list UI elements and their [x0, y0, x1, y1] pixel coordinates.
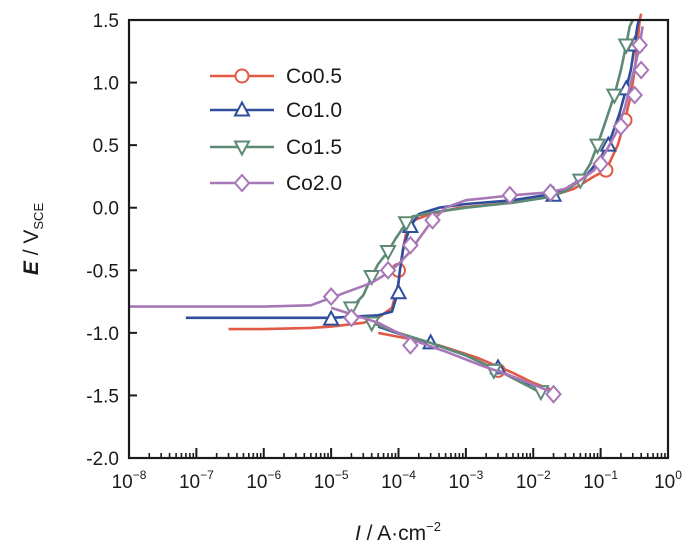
x-tick-label: 10−6 [246, 468, 281, 493]
x-axis-label-sup: −2 [426, 519, 441, 534]
plot-series [129, 13, 650, 404]
x-tick-label-exp: −3 [470, 468, 484, 482]
x-tick-label-exp: −1 [604, 468, 618, 482]
y-tick-label: 0.0 [93, 199, 119, 220]
x-tick-label-exp: −5 [335, 468, 349, 482]
x-tick-label-base: 10 [112, 472, 133, 493]
x-tick-label-base: 10 [314, 472, 335, 493]
data-point [626, 85, 643, 105]
y-tick-label: 1.5 [93, 11, 119, 32]
x-tick-label-base: 10 [246, 472, 267, 493]
series-co2-0 [129, 26, 650, 404]
data-point [397, 216, 415, 233]
x-tick-label-exp: 0 [675, 468, 682, 482]
data-point [612, 116, 630, 136]
data-point [379, 260, 397, 280]
legend-marker [233, 100, 251, 117]
y-tick-label: -1.5 [86, 386, 119, 407]
x-tick-label-base: 10 [583, 472, 604, 493]
y-axis-label-sub: SCE [31, 203, 46, 230]
data-point [322, 287, 340, 307]
series-co1-5 [342, 19, 635, 402]
plot-frame [127, 18, 670, 460]
legend-label: Co0.5 [286, 65, 342, 88]
data-point [545, 384, 562, 404]
legend-item: Co0.5 [210, 65, 342, 88]
y-tick-label: -2.0 [86, 449, 119, 470]
x-tick-label: 10−3 [448, 468, 483, 493]
x-tick-label: 10−8 [112, 468, 147, 493]
data-point [424, 210, 441, 230]
legend-label: Co1.0 [286, 99, 342, 122]
series-line-cathodic [330, 306, 554, 395]
legend-marker [234, 68, 250, 84]
legend-item: Co1.5 [210, 136, 342, 159]
legend: Co0.5 Co1.0 Co1.5 Co2.0 [210, 65, 342, 195]
x-tick-label: 100 [654, 468, 682, 493]
legend-label: Co1.5 [286, 136, 342, 159]
data-point [389, 283, 408, 300]
x-axis-label-unit: / A·cm [361, 522, 426, 545]
legend-label: Co2.0 [286, 172, 342, 195]
legend-item: Co1.0 [210, 99, 342, 122]
x-tick-label: 10−1 [583, 468, 618, 493]
x-tick-label: 10−2 [516, 468, 551, 493]
x-tick-label-base: 10 [179, 472, 200, 493]
data-point [588, 138, 607, 155]
data-point [501, 185, 519, 205]
y-axis-label-unit: / V [20, 230, 43, 262]
data-point [592, 154, 609, 174]
x-tick-label-exp: −4 [402, 468, 416, 482]
y-tick-label: 1.0 [93, 74, 119, 95]
data-point [605, 88, 624, 105]
x-axis-label-var: I [355, 522, 361, 545]
data-point [402, 235, 419, 255]
x-tick-label-base: 10 [448, 472, 469, 493]
y-axis-ticks: -2.0 -1.5 -1.0 -0.5 0.0 0.5 1.0 1.5 [86, 11, 137, 470]
data-point [617, 38, 635, 55]
x-tick-label-exp: −8 [133, 468, 147, 482]
data-point [343, 308, 360, 328]
x-tick-label-base: 10 [516, 472, 537, 493]
data-point [631, 35, 649, 55]
x-tick-label-base: 10 [381, 472, 402, 493]
y-tick-label: -0.5 [86, 261, 119, 282]
data-point [599, 135, 617, 152]
data-point [379, 245, 397, 262]
legend-marker [233, 173, 251, 193]
x-tick-label-exp: −6 [267, 468, 281, 482]
x-tick-label-base: 10 [654, 472, 675, 493]
data-point [402, 335, 419, 355]
legend-item: Co2.0 [210, 172, 342, 195]
legend-marker [233, 140, 251, 157]
y-axis-label: E / VSCE [20, 203, 46, 276]
y-tick-label: -1.0 [86, 324, 119, 345]
x-tick-label-exp: −7 [200, 468, 214, 482]
series-line-anodic [350, 19, 634, 309]
y-tick-label: 0.5 [93, 136, 119, 157]
x-tick-label: 10−4 [381, 468, 416, 493]
x-tick-label-exp: −2 [537, 468, 551, 482]
data-point [632, 60, 650, 80]
data-point [363, 270, 381, 287]
x-tick-label: 10−5 [314, 468, 349, 493]
x-axis-ticks: 10−8 10−7 10−6 10−5 10−4 10−3 10−2 10−1 100 [112, 448, 682, 493]
series-line-anodic [185, 19, 641, 320]
x-tick-label: 10−7 [179, 468, 214, 493]
x-axis-label: I / A·cm−2 [355, 519, 441, 545]
data-point [322, 309, 340, 326]
y-axis-label-var: E [20, 260, 43, 275]
data-point [542, 183, 559, 203]
